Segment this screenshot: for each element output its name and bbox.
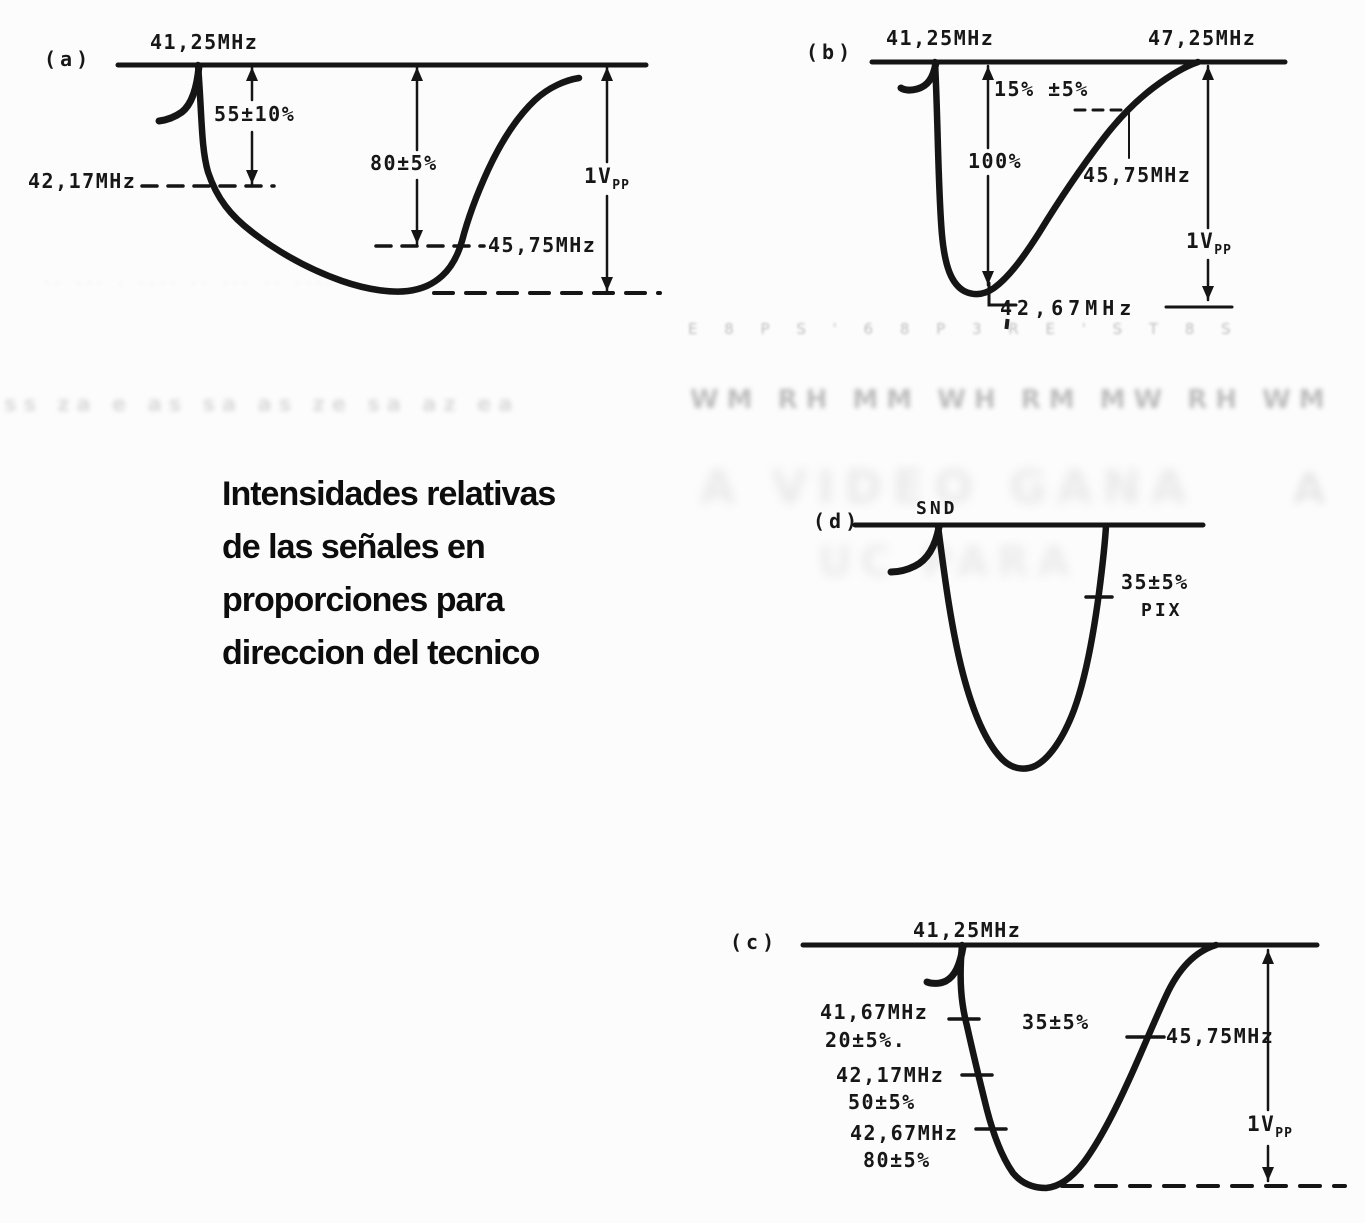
response-curve-d (934, 522, 1110, 772)
freq-label-4575-b: 45,75MHz (1083, 163, 1192, 187)
arrowheads-c (1262, 950, 1274, 1181)
caption-line: Intensidades relativas (222, 475, 556, 513)
freq-label-4267-b: 42,67MHz (1000, 296, 1137, 320)
diagram-d-label: (d) (813, 509, 862, 533)
dim-label-100: 100% (968, 149, 1023, 173)
marker-hook-d (887, 523, 943, 576)
arrowheads-a (246, 67, 613, 291)
vpp-label-a: 1VPP (584, 164, 630, 193)
response-curve-b (931, 58, 1202, 298)
vpp-label-c: 1VPP (1247, 1112, 1293, 1141)
diagram-d-lines (852, 522, 1206, 772)
pct-label-50-c: 50±5% (848, 1090, 916, 1114)
diagram-b-lines (869, 58, 1288, 309)
freq-label-4575-a: 45,75MHz (488, 233, 597, 257)
freq-label-4167-c: 41,67MHz (820, 1000, 929, 1024)
diagram-c-label: (c) (730, 930, 779, 954)
freq-label-4217-c: 42,17MHz (836, 1063, 945, 1087)
marker-hook-a (155, 62, 203, 125)
pix-label: PIX (1141, 600, 1183, 621)
dim-label-35-c: 35±5% (1022, 1010, 1090, 1034)
diagram-a-label: (a) (44, 47, 93, 71)
diagram-a-lines (115, 61, 662, 295)
vpp-label-b: 1VPP (1186, 229, 1232, 258)
diagram-c-lines (800, 941, 1347, 1192)
pct-label-20-c: 20±5%. (825, 1028, 907, 1052)
dim-label-80: 80±5% (370, 151, 438, 175)
snd-label: SND (916, 498, 958, 519)
freq-label-4267-c: 42,67MHz (850, 1121, 959, 1145)
pct-label-80-c: 80±5% (863, 1148, 931, 1172)
caption-line: proporciones para (222, 581, 505, 619)
freq-label-4125-b: 41,25MHz (886, 26, 995, 50)
freq-label-4217-a: 42,17MHz (28, 169, 137, 193)
dim-label-55: 55±10% (214, 102, 296, 126)
marker-hook-b (897, 59, 940, 94)
dim-label-35-d: 35±5% (1121, 570, 1189, 594)
freq-label-4125-a: 41,25MHz (150, 30, 259, 54)
response-curve-a (194, 61, 583, 295)
caption-line: direccion del tecnico (222, 634, 540, 672)
freq-label-4125-c: 41,25MHz (913, 918, 1022, 942)
freq-label-4575-c: 45,75MHz (1166, 1024, 1275, 1048)
freq-label-4725-b: 47,25MHz (1148, 26, 1257, 50)
arrowheads-b (982, 66, 1214, 300)
response-curve-c (957, 941, 1220, 1192)
dim-label-15: 15% ±5% (994, 77, 1089, 101)
caption-text: Intensidades relativas de las señales en… (222, 468, 556, 680)
caption-line: de las señales en (222, 528, 486, 566)
diagram-b-label: (b) (806, 40, 855, 64)
bracket-4267 (987, 281, 1018, 307)
